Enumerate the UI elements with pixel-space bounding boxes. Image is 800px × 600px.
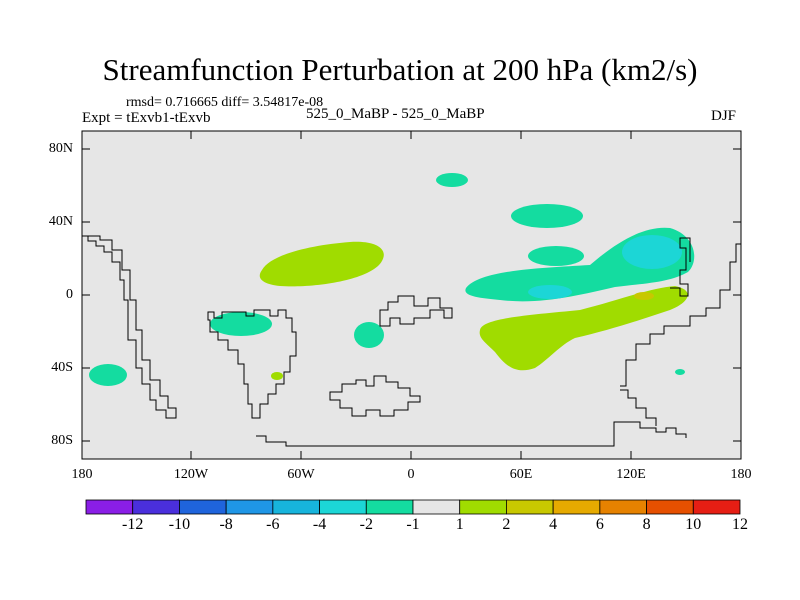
colorbar-label: 1 <box>455 516 464 533</box>
coastline-south-america <box>207 309 297 419</box>
colorbar-label: 6 <box>595 516 604 533</box>
lat-label-0: 0 <box>66 287 73 302</box>
lon-label-180w: 180 <box>71 467 93 482</box>
coastline-landmass-south <box>329 375 421 417</box>
colorbar-swatch <box>225 499 274 515</box>
lat-label-40s: 40S <box>51 360 73 375</box>
lat-label-40n: 40N <box>48 214 73 229</box>
season-label: DJF <box>711 108 737 124</box>
experiment-label: Expt = tExvb1-tExvb <box>82 110 211 126</box>
colorbar-label: 4 <box>549 516 558 533</box>
coastline-americas <box>82 235 177 419</box>
contour-blob <box>675 369 685 375</box>
colorbar-swatch <box>692 499 741 515</box>
figure-title: Streamfunction Perturbation at 200 hPa (… <box>102 52 698 87</box>
colorbar-label: -1 <box>406 516 420 533</box>
contour-blob <box>89 364 127 386</box>
contour-blob <box>622 235 682 269</box>
colorbar-label: 2 <box>502 516 511 533</box>
coastlines <box>82 235 741 447</box>
colorbar <box>85 499 741 515</box>
positive-anomaly-regions <box>259 241 688 380</box>
contour-blob <box>436 173 468 187</box>
lon-label-120w: 120W <box>173 467 209 482</box>
colorbar-label: 12 <box>732 516 748 533</box>
contour-blob <box>528 246 584 266</box>
colorbar-label: -10 <box>168 516 191 533</box>
colorbar-swatch <box>506 499 554 515</box>
colorbar-swatch <box>365 499 414 515</box>
lon-label-60e: 60E <box>509 467 533 482</box>
lat-label-80n: 80N <box>48 141 73 156</box>
coastline-australia <box>670 237 691 297</box>
axis-ticks <box>82 131 741 459</box>
colorbar-swatch <box>552 499 601 515</box>
colorbar-label: -2 <box>359 516 373 533</box>
colorbar-swatch <box>132 499 180 515</box>
lon-label-60w: 60W <box>287 467 315 482</box>
colorbar-swatch <box>319 499 367 515</box>
lon-label-120e: 120E <box>616 467 646 482</box>
stats-line: rmsd= 0.716665 diff= 3.54817e-08 <box>126 95 324 110</box>
contour-blob <box>210 312 272 336</box>
contour-blob <box>259 241 384 287</box>
contour-blob <box>511 204 583 228</box>
colorbar-label: 10 <box>685 516 702 533</box>
coastline-asia <box>620 243 741 387</box>
contour-blob <box>528 285 572 299</box>
lat-label-80s: 80S <box>51 433 73 448</box>
lon-label-180e: 180 <box>730 467 752 482</box>
colorbar-swatch <box>459 499 507 515</box>
colorbar-swatch <box>179 499 227 515</box>
colorbar-label: -4 <box>312 516 327 533</box>
map-background <box>82 131 741 459</box>
negative-anomaly-regions <box>89 173 695 386</box>
contour-blob <box>354 322 384 348</box>
coastline-island <box>620 389 657 426</box>
contour-blob <box>634 292 654 300</box>
colorbar-label: -6 <box>266 516 280 533</box>
coastline-africa <box>379 295 453 327</box>
contour-blob <box>271 372 283 380</box>
colorbar-swatch <box>272 499 320 515</box>
colorbar-swatch <box>599 499 647 515</box>
colorbar-swatch <box>412 499 461 515</box>
colorbar-swatch <box>646 499 694 515</box>
colorbar-label: -8 <box>219 516 233 533</box>
colorbar-swatch <box>85 499 134 515</box>
coastline-antarctica <box>256 421 687 447</box>
lon-label-0: 0 <box>407 467 415 482</box>
colorbar-label: -12 <box>122 516 144 533</box>
contour-blob <box>479 286 688 371</box>
colorbar-label: 8 <box>642 516 651 533</box>
center-label: 525_0_MaBP - 525_0_MaBP <box>306 106 485 122</box>
